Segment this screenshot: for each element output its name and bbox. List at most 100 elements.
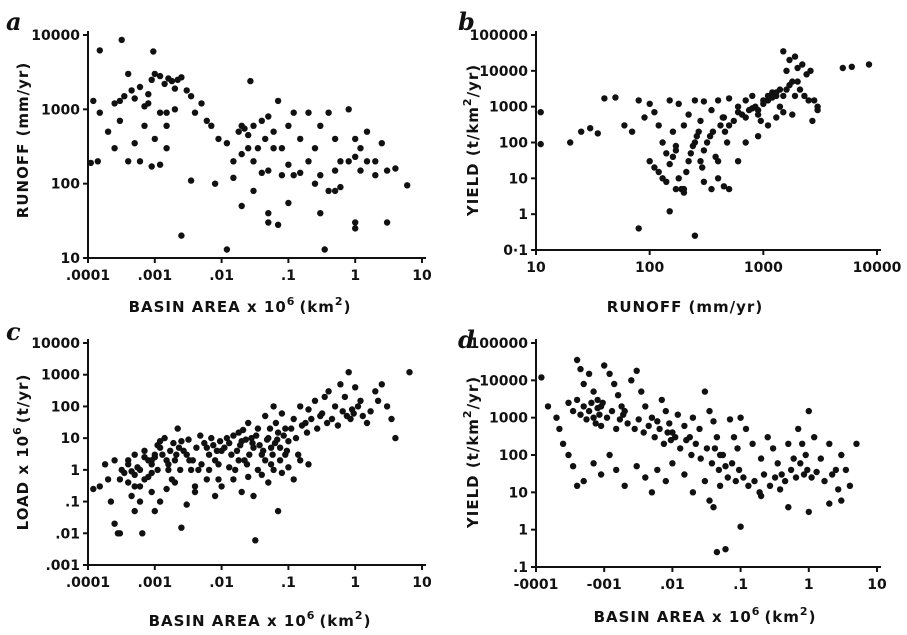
panel-a-data-point [238,150,245,158]
panel-b-y-tick-label: 100000 [470,28,529,44]
panel-c-data-point [290,476,297,483]
panel-d-data-point [569,463,577,470]
panel-b-data-point [752,103,759,110]
panel-b-data-point [773,114,780,121]
panel-d-data-point [538,374,545,381]
panel-b-data-point [786,81,793,89]
panel-c-data-point [131,507,138,515]
panel-d-data-point [585,370,593,377]
panel-c-data-point [148,461,155,468]
panel-c-data-point [274,507,282,515]
panel-b-data-point [714,97,722,104]
panel-c-y-axis-title: LOAD x 106(t/yr) [11,374,32,531]
panel-c-data-point [171,479,179,486]
panel-c-data-point [282,451,289,458]
panel-a-data-point [171,106,179,113]
panel-c-data-point [208,434,215,442]
panel-b-data-point [799,61,806,68]
panel-a-data-point [317,210,324,217]
panel-c-data-point [406,369,413,376]
panel-c-data-point [374,397,382,404]
panel-c-data-point [258,471,265,478]
panel-b-x-tick-label: 1000 [744,260,783,276]
panel-a-data-point [223,246,231,253]
panel-d-data-point [613,466,620,474]
panel-b-data-point [635,97,642,104]
panel-c-data-point [228,451,235,458]
panel-a-data-point [245,145,252,152]
panel-c-data-point [167,447,174,454]
panel-c-data-point [262,412,269,420]
panel-a-data-point [161,80,168,88]
panel-a-data-point [163,109,170,116]
panel-d-y-tick-label: 100 [499,448,528,464]
panel-d-x-tick-label: 1 [804,577,814,593]
panel-a-data-point [352,153,359,160]
panel-d-data-point [715,466,723,474]
panel-d-data-point [580,380,587,388]
panel-d-data-point [745,482,752,489]
panel-a-data-point [331,167,339,174]
panel-c-data-point [285,464,292,471]
panel-d-data-point [601,362,608,369]
panel-b-data-point [809,117,816,125]
panel-a-data-point [247,77,254,85]
panel-d-data-point [764,434,771,441]
panel-d-data-point [666,420,673,427]
panel-a-y-tick-label: 100 [51,177,80,193]
panel-b-data-point [754,111,762,118]
panel-a-data-point [270,145,277,152]
panel-b-data-point [672,185,680,193]
panel-c-data-point [347,415,354,423]
panel-c-data-point [211,492,219,500]
panel-d-data-point [620,411,627,418]
panel-a-data-point [151,135,158,143]
panel-a-data-point [311,145,319,152]
panel-c-y-tick-label: 10000 [31,336,80,352]
panel-c-data-point [297,457,304,464]
panel-d-data-point [797,460,804,467]
panel-c-data-point [263,436,271,443]
panel-d-data-point [771,474,779,481]
panel-a-data-point [230,158,237,165]
panel-d-data-point [785,440,792,447]
panel-c-data-point [314,425,321,432]
panel-d-data-point [635,416,642,423]
panel-c-data-point [363,419,371,427]
panel-b-data-point [587,125,594,132]
panel-c-data-point [107,498,115,505]
panel-a-data-point [245,131,252,139]
panel-c-data-point [254,425,262,432]
panel-d-y-tick-label: 1 [518,523,528,539]
panel-b-data-point [805,97,812,104]
panel-c-y-tick-label: 1 [70,463,80,479]
panel-b-data-point [801,92,808,100]
panel-a-data-point [297,169,304,176]
panel-c-data-point [321,393,328,401]
panel-d-data-point [656,425,663,433]
panel-c-data-point [323,419,331,427]
panel-a-data-point [290,172,297,179]
panel-d-data-point [692,440,699,447]
panel-a-data-point [317,122,324,129]
panel-b-data-point [703,139,711,146]
panel-d-data-point [740,474,747,481]
panel-d-data-point [677,445,684,452]
panel-d-data-point [648,414,656,421]
panel-a-data-point [383,167,391,174]
panel-a-data-point [121,93,128,100]
panel-a-data-point [187,93,195,100]
panel-a-data-point [290,109,297,116]
panel-c-data-point [185,436,192,443]
panel-c-data-point [341,393,349,401]
panel-d-data-point [710,418,717,425]
panel-d-data-point [813,468,820,476]
panel-d-data-point [832,466,840,474]
panel-c-data-point [116,476,124,483]
panel-c-data-point [118,466,125,474]
panel-a-data-point [363,158,371,165]
panel-c-data-point [274,436,281,443]
panel-d-data-point [573,396,581,404]
panel-b-data-point [628,128,636,135]
